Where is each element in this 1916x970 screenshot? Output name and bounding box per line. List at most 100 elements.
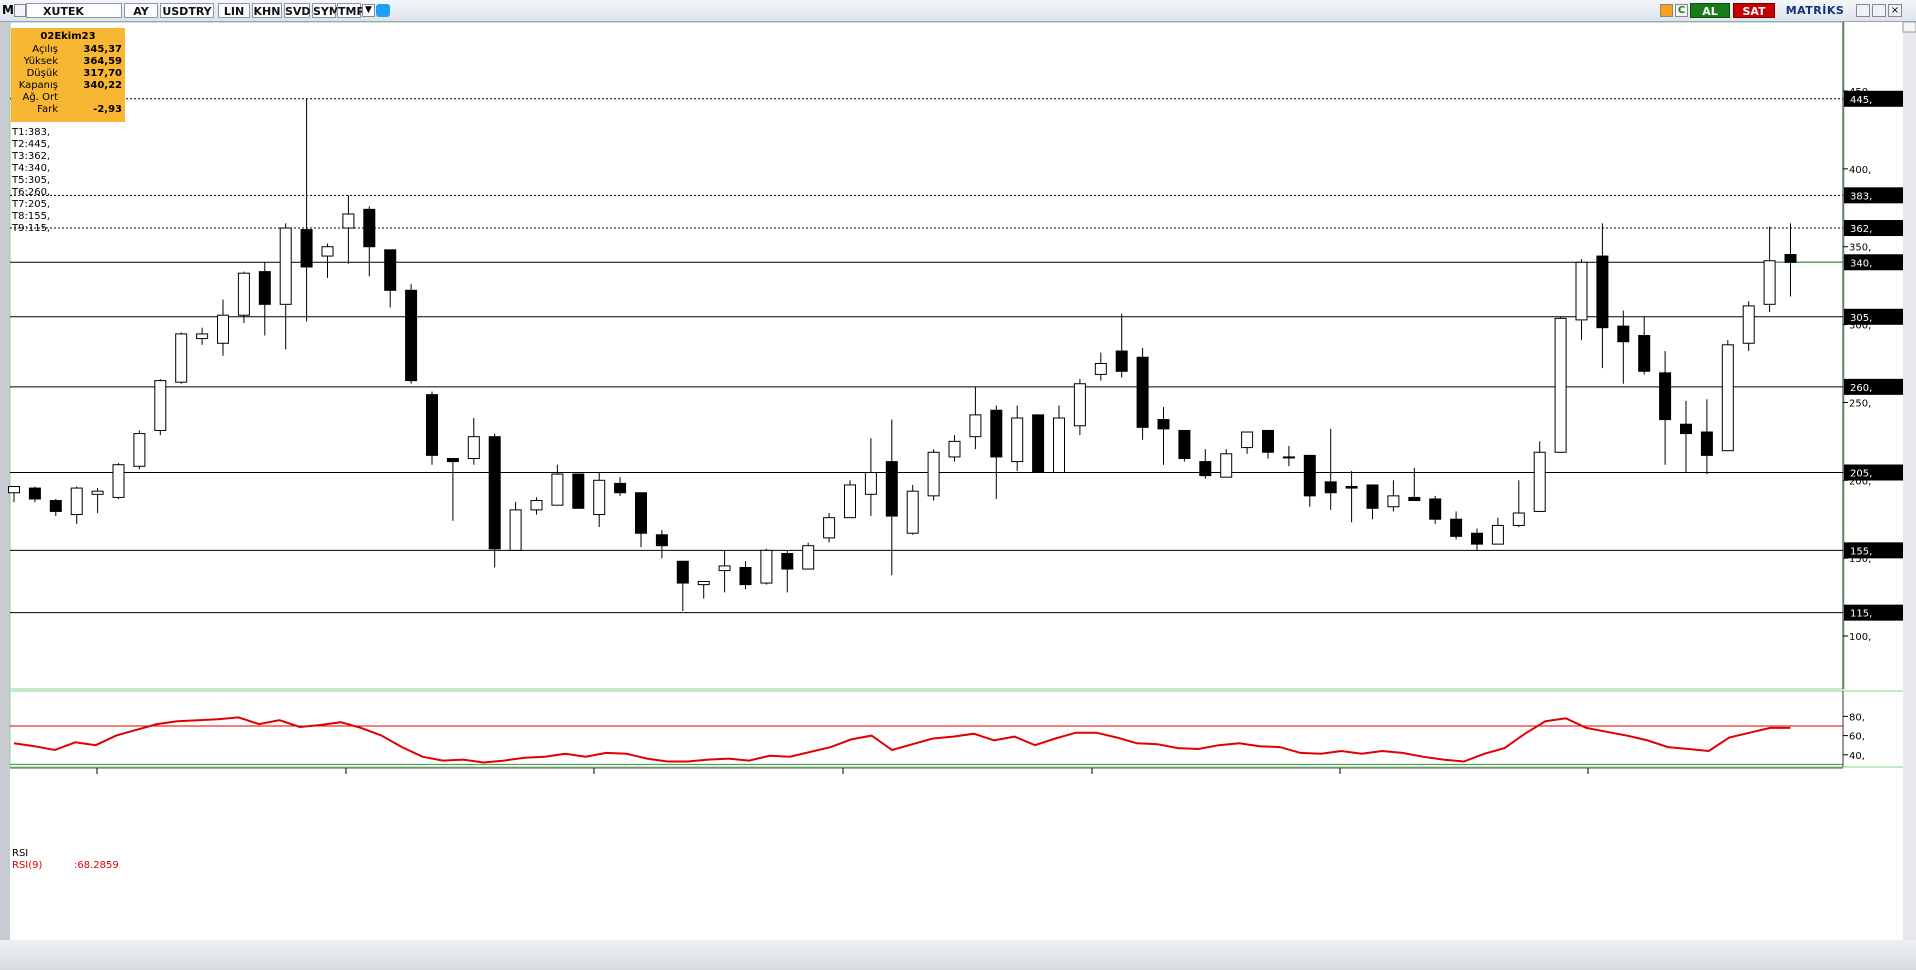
symbol-input[interactable]: XUTEK: [26, 3, 122, 18]
candle[interactable]: [927, 449, 940, 501]
candle[interactable]: [1032, 414, 1045, 473]
rsi-panel[interactable]: [9, 690, 1916, 768]
candle[interactable]: [1136, 347, 1149, 440]
candle[interactable]: [1554, 316, 1567, 453]
maximize-icon[interactable]: [1872, 4, 1886, 17]
candle[interactable]: [1700, 399, 1713, 475]
candle[interactable]: [300, 98, 313, 322]
candle[interactable]: [1199, 449, 1212, 479]
candle[interactable]: [1533, 441, 1546, 512]
toolbar-button-svd[interactable]: SVD: [284, 3, 311, 18]
money-icon[interactable]: [1660, 4, 1673, 17]
candle[interactable]: [593, 472, 606, 528]
price-panel[interactable]: [9, 22, 1845, 690]
candle[interactable]: [781, 550, 794, 593]
candle[interactable]: [1241, 431, 1254, 454]
candle[interactable]: [1262, 429, 1274, 459]
candle[interactable]: [1345, 470, 1358, 523]
candle[interactable]: [1178, 429, 1191, 462]
candle[interactable]: [906, 484, 919, 535]
candle[interactable]: [1324, 428, 1337, 510]
candle[interactable]: [217, 299, 229, 356]
candle[interactable]: [49, 498, 62, 517]
candle[interactable]: [321, 243, 334, 278]
candle[interactable]: [551, 464, 564, 506]
symbol-menu-icon[interactable]: [14, 4, 26, 17]
candle[interactable]: [739, 561, 752, 590]
candle[interactable]: [572, 473, 585, 509]
candle[interactable]: [342, 195, 355, 264]
candle[interactable]: [1053, 405, 1065, 473]
buy-button[interactable]: AL: [1690, 3, 1730, 18]
candle[interactable]: [154, 379, 167, 436]
scroll-button-icon[interactable]: [1902, 22, 1916, 33]
right-scrollbar[interactable]: [1903, 22, 1916, 940]
minimize-icon[interactable]: [1856, 4, 1870, 17]
chart-area[interactable]: 100,150,200,250,300,350,400,450, 445,383…: [0, 22, 1916, 940]
candle[interactable]: [718, 550, 731, 593]
candle[interactable]: [885, 419, 898, 576]
candle[interactable]: [8, 486, 20, 503]
candle[interactable]: [279, 223, 292, 350]
candle[interactable]: [760, 548, 773, 585]
candle[interactable]: [530, 497, 543, 515]
candle[interactable]: [1094, 352, 1107, 381]
candle[interactable]: [446, 457, 459, 521]
candle[interactable]: [1491, 517, 1504, 545]
candle[interactable]: [635, 492, 647, 548]
candle[interactable]: [844, 480, 856, 519]
candle[interactable]: [990, 405, 1003, 499]
candle[interactable]: [1303, 454, 1316, 507]
candle[interactable]: [1471, 528, 1483, 551]
candle[interactable]: [802, 542, 815, 570]
candle[interactable]: [363, 206, 376, 277]
candle[interactable]: [426, 391, 438, 465]
candle[interactable]: [1596, 223, 1609, 369]
candle[interactable]: [1659, 351, 1672, 465]
candle[interactable]: [91, 488, 104, 513]
close-icon[interactable]: ×: [1888, 4, 1902, 17]
candle[interactable]: [1617, 310, 1630, 384]
toolbar-button-khn[interactable]: KHN: [252, 3, 282, 18]
candle[interactable]: [1784, 223, 1797, 297]
candle[interactable]: [384, 249, 397, 308]
period-button[interactable]: AY: [124, 3, 158, 18]
candle[interactable]: [467, 418, 480, 465]
candle[interactable]: [1763, 226, 1776, 313]
candle[interactable]: [1575, 259, 1588, 341]
candle[interactable]: [1721, 340, 1734, 452]
candle[interactable]: [676, 560, 689, 612]
candle[interactable]: [488, 433, 501, 568]
candle[interactable]: [196, 327, 209, 345]
candle[interactable]: [28, 486, 41, 503]
candle[interactable]: [509, 502, 522, 551]
candle[interactable]: [70, 486, 83, 524]
candle[interactable]: [1429, 495, 1442, 524]
candle[interactable]: [614, 477, 627, 496]
candle[interactable]: [1742, 301, 1755, 352]
candle[interactable]: [969, 386, 982, 450]
candle[interactable]: [1366, 484, 1379, 520]
candle[interactable]: [1282, 446, 1295, 467]
candle[interactable]: [1011, 405, 1024, 471]
refresh-icon[interactable]: C: [1675, 4, 1688, 17]
currency-button[interactable]: USDTRY: [160, 3, 214, 18]
candle[interactable]: [1512, 480, 1525, 527]
candle[interactable]: [1115, 313, 1128, 378]
candle[interactable]: [864, 438, 877, 517]
candle[interactable]: [1408, 467, 1421, 502]
candle[interactable]: [1450, 511, 1463, 540]
candle[interactable]: [133, 430, 146, 470]
candle[interactable]: [237, 271, 250, 324]
candle[interactable]: [823, 512, 836, 543]
toolbar-button-tmp[interactable]: TMP: [337, 3, 365, 18]
candle[interactable]: [655, 530, 668, 559]
candle[interactable]: [405, 284, 418, 384]
candle[interactable]: [1638, 316, 1651, 375]
candle[interactable]: [258, 262, 271, 336]
candle[interactable]: [112, 463, 125, 499]
sell-button[interactable]: SAT: [1733, 3, 1775, 18]
candle[interactable]: [1220, 449, 1233, 478]
candle[interactable]: [1073, 379, 1086, 436]
toolbar-button-lin[interactable]: LIN: [218, 3, 250, 18]
